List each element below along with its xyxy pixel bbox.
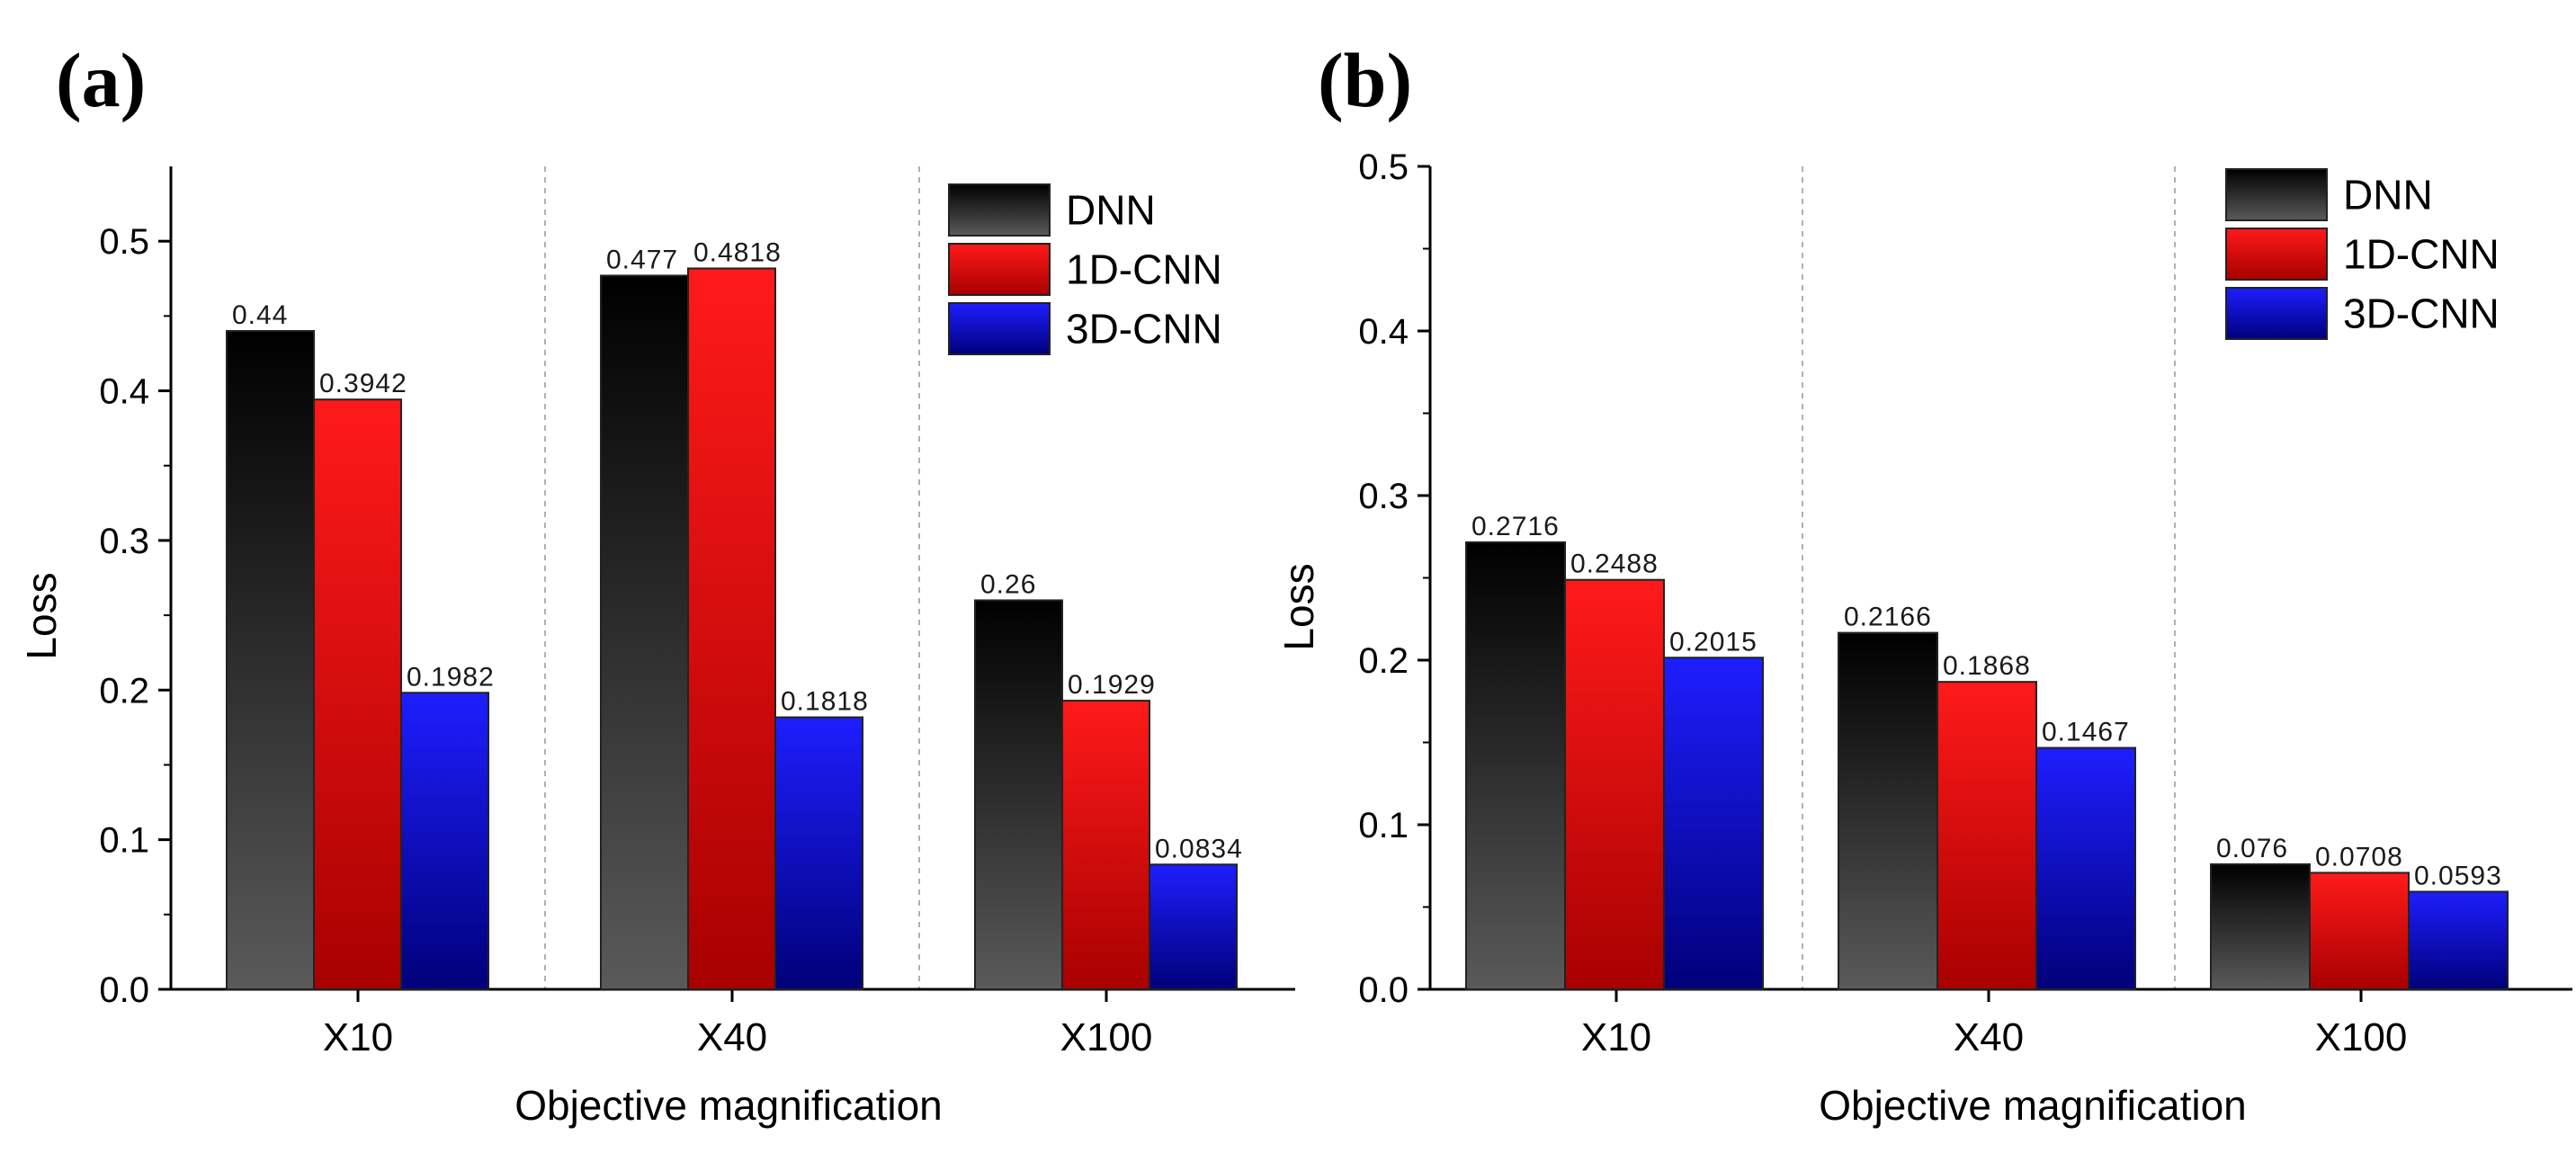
data-label: 0.0834 — [1155, 834, 1243, 863]
legend-label: 3D-CNN — [2343, 290, 2500, 337]
data-label: 0.3942 — [319, 369, 407, 398]
y-tick-label: 0.3 — [1358, 477, 1409, 516]
bar-1d-cnn-x100 — [2309, 871, 2410, 990]
data-label: 0.1929 — [1068, 670, 1156, 700]
y-tick-label: 0.2 — [1358, 641, 1409, 681]
legend-swatch-3d-cnn — [2225, 287, 2328, 340]
data-label: 0.2716 — [1471, 512, 1560, 541]
bar-1d-cnn-x100 — [1061, 700, 1150, 990]
y-tick-label: 0.0 — [1358, 970, 1409, 1010]
y-tick-label: 0.0 — [99, 970, 149, 1010]
bar-3d-cnn-x10 — [1663, 657, 1764, 990]
data-label: 0.1868 — [1943, 651, 2031, 681]
data-label: 0.477 — [606, 245, 678, 274]
y-axis-title-b: Loss — [1275, 563, 1322, 650]
x-axis-title-b: Objective magnification — [1819, 1082, 2247, 1129]
y-tick-label: 0.4 — [1358, 312, 1409, 352]
bar-1d-cnn-x10 — [313, 398, 402, 991]
data-label: 0.4818 — [693, 237, 782, 267]
bar-1d-cnn-x40 — [1936, 681, 2037, 990]
x-tick-label: X100 — [1060, 1015, 1153, 1059]
y-tick-label: 0.2 — [99, 671, 149, 711]
bar-3d-cnn-x10 — [400, 692, 489, 990]
bar-dnn-x40 — [1838, 631, 1938, 990]
data-label: 0.076 — [2216, 834, 2288, 863]
legend-swatch-3d-cnn — [948, 302, 1051, 355]
legend-swatch-1d-cnn — [2225, 228, 2328, 281]
panel-label-b: (b) — [1318, 37, 1412, 123]
data-label: 0.26 — [980, 569, 1036, 599]
y-tick-label: 0.3 — [99, 522, 149, 561]
bar-3d-cnn-x40 — [774, 716, 863, 990]
bar-dnn-x40 — [600, 274, 689, 991]
y-tick-label: 0.1 — [99, 821, 149, 861]
x-axis-title-a: Objective magnification — [514, 1082, 943, 1129]
chart-panel-b: (b) Loss Objective magnification 0.0 0.1 0… — [1275, 37, 2572, 1129]
data-label: 0.1467 — [2042, 718, 2130, 747]
data-label: 0.0593 — [2414, 861, 2502, 890]
x-tick-label: X100 — [2315, 1015, 2408, 1059]
y-tick-label: 0.5 — [1358, 147, 1409, 187]
legend-swatch-dnn — [948, 183, 1051, 237]
y-tick-label: 0.1 — [1358, 806, 1409, 845]
bar-dnn-x100 — [2210, 863, 2311, 990]
bar-dnn-x10 — [1465, 541, 1566, 990]
x-tick-label: X10 — [1581, 1015, 1651, 1059]
data-label: 0.1818 — [781, 687, 869, 717]
panel-label-a: (a) — [56, 37, 146, 123]
data-label: 0.0708 — [2315, 842, 2403, 871]
legend-label: 1D-CNN — [2343, 231, 2500, 278]
x-tick-label: X40 — [697, 1015, 767, 1059]
data-label: 0.2488 — [1570, 550, 1659, 579]
y-axis-title-a: Loss — [18, 572, 65, 659]
bar-3d-cnn-x40 — [2035, 746, 2136, 990]
legend-swatch-1d-cnn — [948, 243, 1051, 296]
legend-label: DNN — [1066, 187, 1156, 234]
bar-1d-cnn-x40 — [687, 267, 776, 990]
x-tick-label: X40 — [1954, 1015, 2024, 1059]
data-label: 0.44 — [232, 300, 288, 330]
y-tick-label: 0.4 — [99, 372, 149, 412]
bar-3d-cnn-x100 — [1149, 863, 1238, 991]
legend-label: 1D-CNN — [1066, 246, 1222, 293]
bar-1d-cnn-x10 — [1564, 578, 1665, 990]
data-label: 0.2015 — [1669, 627, 1758, 657]
legend-swatch-dnn — [2225, 168, 2328, 221]
bar-3d-cnn-x100 — [2408, 890, 2509, 991]
data-label: 0.1982 — [407, 662, 495, 692]
bar-dnn-x10 — [226, 330, 315, 990]
legend-label: DNN — [2343, 172, 2433, 219]
chart-panel-a: (a) Loss Objective magnification 0.0 0.1 0… — [18, 37, 1295, 1129]
y-tick-label: 0.5 — [99, 222, 149, 262]
legend-label: 3D-CNN — [1066, 306, 1222, 353]
data-label: 0.2166 — [1844, 603, 1932, 632]
x-tick-label: X10 — [323, 1015, 393, 1059]
bar-dnn-x100 — [974, 599, 1063, 990]
